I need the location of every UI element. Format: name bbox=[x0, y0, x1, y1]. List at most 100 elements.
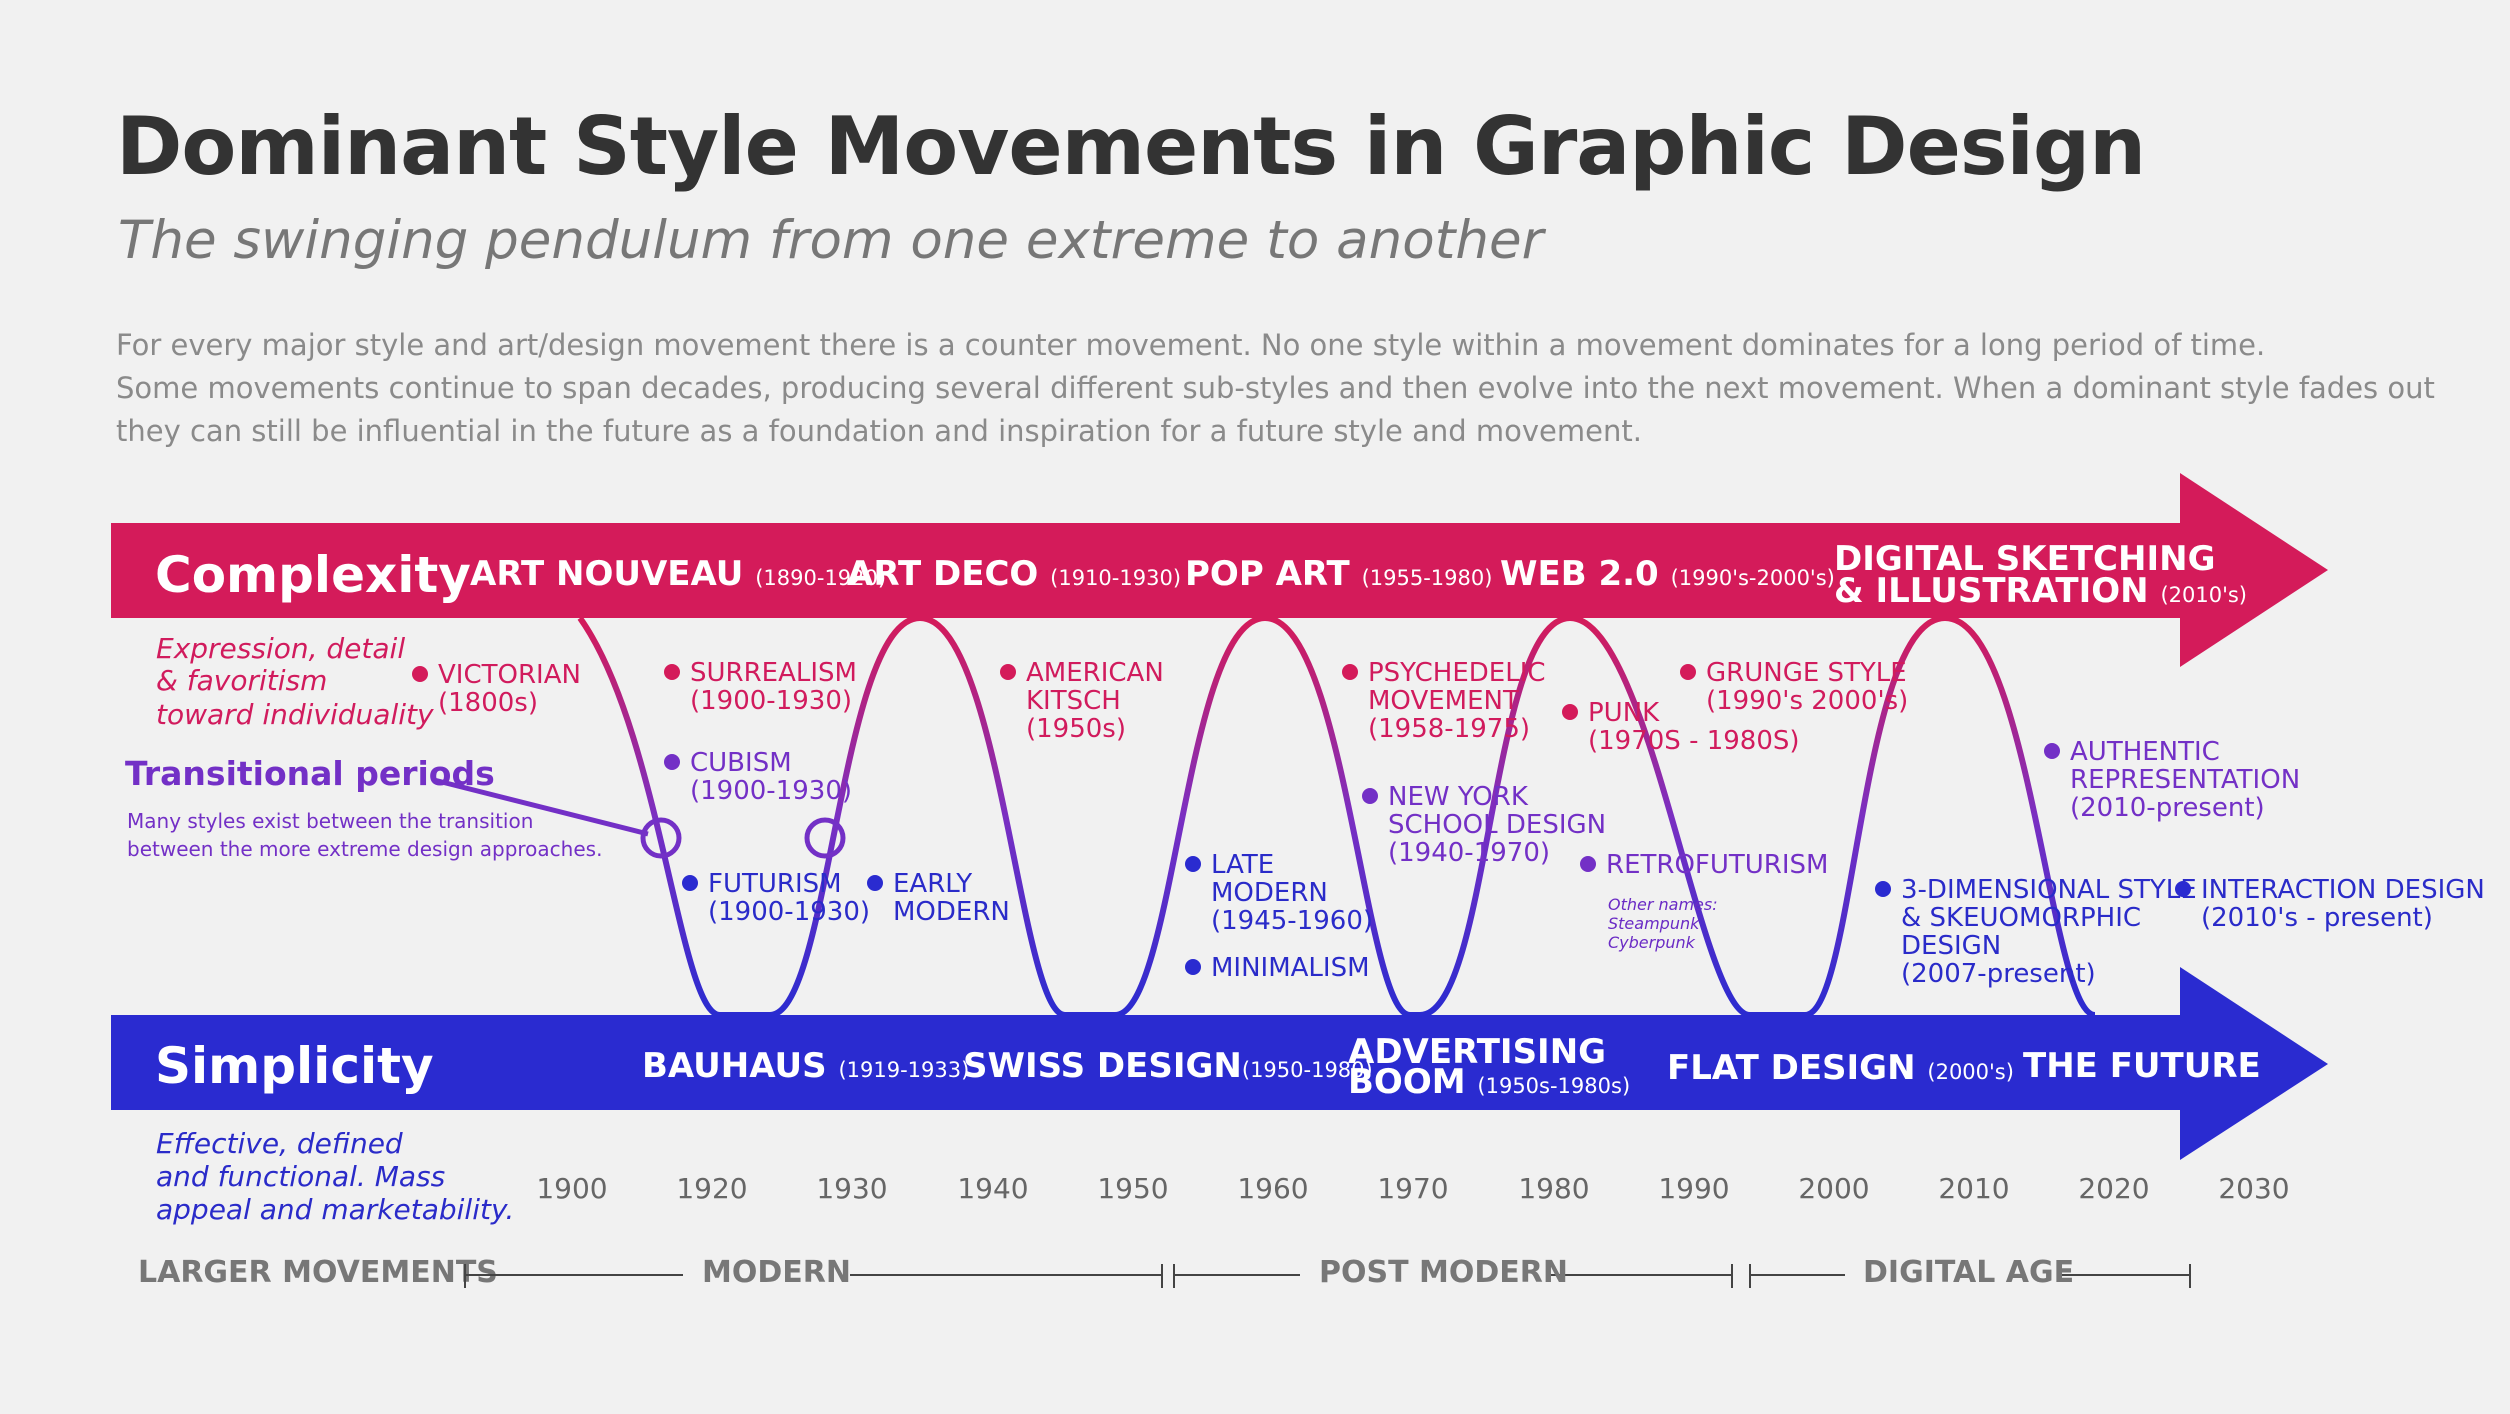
transitional-desc-2: between the more extreme design approach… bbox=[127, 837, 602, 861]
intro-line-2: Some movements continue to span decades,… bbox=[116, 371, 2435, 405]
complexity-arrow bbox=[111, 473, 2328, 667]
style-point-label: PUNK bbox=[1588, 698, 1660, 728]
style-point-label: (2010-present) bbox=[2070, 793, 2265, 823]
timeline-year-1990: 1990 bbox=[1658, 1172, 1729, 1205]
style-point-futurism: FUTURISM(1900-1930) bbox=[682, 869, 870, 927]
style-point-label: (1945-1960) bbox=[1211, 906, 1373, 936]
era-modern: MODERN bbox=[702, 1255, 851, 1290]
movement-digital-sketching-line2: & ILLUSTRATION (2010's) bbox=[1834, 571, 2247, 611]
timeline-year-2020: 2020 bbox=[2078, 1172, 2149, 1205]
svg-text:appeal and marketability.: appeal and marketability. bbox=[156, 1193, 514, 1226]
simplicity-label: Simplicity bbox=[155, 1037, 434, 1095]
style-point-minimalism: MINIMALISM bbox=[1185, 953, 1370, 983]
svg-text:toward individuality: toward individuality bbox=[156, 698, 434, 731]
transitional-label: Transitional periods bbox=[125, 754, 495, 793]
style-point-dot bbox=[2175, 881, 2191, 897]
svg-text:Cyberpunk: Cyberpunk bbox=[1608, 933, 1696, 952]
style-point-label: INTERACTION DESIGN bbox=[2201, 875, 2485, 905]
era-post-modern: POST MODERN bbox=[1319, 1255, 1568, 1290]
style-points: VICTORIAN(1800s) SURREALISM(1900-1930) CUB… bbox=[412, 658, 2485, 989]
style-point-dot bbox=[412, 666, 428, 682]
style-point-label: (1950s) bbox=[1026, 714, 1126, 744]
svg-text:and functional. Mass: and functional. Mass bbox=[156, 1160, 445, 1193]
style-point-label: (1990's 2000's) bbox=[1706, 686, 1908, 716]
style-point-label: LATE bbox=[1211, 850, 1274, 880]
retrofuturism-other-names: Other names: Steampunk Cyberpunk bbox=[1608, 895, 1718, 952]
style-point-label: (1970S - 1980S) bbox=[1588, 726, 1800, 756]
style-point-label: (2010's - present) bbox=[2201, 903, 2433, 933]
style-point-label: & SKEUOMORPHIC bbox=[1901, 903, 2141, 933]
style-point-label: NEW YORK bbox=[1388, 782, 1529, 812]
svg-text:Expression, detail: Expression, detail bbox=[156, 632, 405, 665]
style-point-label: CUBISM bbox=[690, 748, 792, 778]
style-point-label: (1958-1975) bbox=[1368, 714, 1530, 744]
timeline-year-1970: 1970 bbox=[1377, 1172, 1448, 1205]
style-point-label: GRUNGE STYLE bbox=[1706, 658, 1907, 688]
svg-text:Steampunk: Steampunk bbox=[1608, 914, 1700, 933]
movement-art-deco: ART DECO (1910-1930) bbox=[847, 554, 1181, 594]
style-point-dot bbox=[1580, 856, 1596, 872]
style-point-dot bbox=[1185, 856, 1201, 872]
timeline-year-1920: 1920 bbox=[676, 1172, 747, 1205]
larger-movements-label: LARGER MOVEMENTS bbox=[138, 1255, 498, 1290]
transitional-pointer-line bbox=[433, 777, 649, 837]
style-point-label: AMERICAN bbox=[1026, 658, 1164, 688]
style-point-label: MINIMALISM bbox=[1211, 953, 1370, 983]
timeline-year-1940: 1940 bbox=[957, 1172, 1028, 1205]
style-point-dot bbox=[2044, 743, 2060, 759]
style-point-label: SCHOOL DESIGN bbox=[1388, 810, 1606, 840]
svg-text:Other names:: Other names: bbox=[1608, 895, 1718, 914]
style-point-label: (1900-1930) bbox=[690, 686, 852, 716]
movement-web-2: WEB 2.0 (1990's-2000's) bbox=[1500, 554, 1835, 594]
style-point-label: MODERN bbox=[1211, 878, 1328, 908]
style-point-surrealism: SURREALISM(1900-1930) bbox=[664, 658, 857, 716]
era-digital-age: DIGITAL AGE bbox=[1863, 1255, 2074, 1290]
style-point-dot bbox=[664, 754, 680, 770]
svg-text:& favoritism: & favoritism bbox=[156, 664, 327, 697]
style-point-3-dimensional-style: 3-DIMENSIONAL STYLE& SKEUOMORPHICDESIGN(… bbox=[1875, 875, 2197, 989]
style-point-dot bbox=[1000, 664, 1016, 680]
movement-bauhaus: BAUHAUS (1919-1933) bbox=[642, 1046, 969, 1086]
style-point-label: VICTORIAN bbox=[438, 660, 581, 690]
style-point-dot bbox=[664, 664, 680, 680]
page-title: Dominant Style Movements in Graphic Desi… bbox=[116, 100, 2146, 193]
style-point-label: (1800s) bbox=[438, 688, 538, 718]
transitional-desc-1: Many styles exist between the transition bbox=[127, 809, 533, 833]
style-point-label: FUTURISM bbox=[708, 869, 842, 899]
style-point-label: KITSCH bbox=[1026, 686, 1121, 716]
style-point-label: 3-DIMENSIONAL STYLE bbox=[1901, 875, 2197, 905]
intro-line-3: they can still be influential in the fut… bbox=[116, 414, 1642, 448]
style-point-retrofuturism: RETROFUTURISM bbox=[1580, 850, 1828, 880]
style-point-label: MOVEMENT bbox=[1368, 686, 1519, 716]
style-point-label: (1900-1930) bbox=[708, 897, 870, 927]
movement-swiss-design: SWISS DESIGN(1950-1980) bbox=[963, 1046, 1373, 1086]
movement-art-nouveau: ART NOUVEAU (1890-1920) bbox=[470, 554, 886, 594]
timeline-axis: 1900 1920 1930 1940 1950 1960 1970 1980 1990 2000… bbox=[536, 1172, 2289, 1205]
style-point-label: (1900-1930) bbox=[690, 776, 852, 806]
complexity-label: Complexity bbox=[155, 546, 471, 604]
movement-digital-sketching: DIGITAL SKETCHING bbox=[1834, 539, 2215, 579]
simplicity-description: Effective, defined and functional. Mass … bbox=[156, 1127, 514, 1226]
timeline-year-1900: 1900 bbox=[536, 1172, 607, 1205]
complexity-description: Expression, detail & favoritism toward i… bbox=[156, 632, 434, 731]
style-point-dot bbox=[1875, 881, 1891, 897]
timeline-year-2000: 2000 bbox=[1798, 1172, 1869, 1205]
style-point-punk: PUNK(1970S - 1980S) bbox=[1562, 698, 1800, 756]
style-point-dot bbox=[1342, 664, 1358, 680]
page-subtitle: The swinging pendulum from one extreme t… bbox=[118, 210, 1544, 271]
transitional-circle-2 bbox=[804, 817, 846, 859]
timeline-year-1960: 1960 bbox=[1237, 1172, 1308, 1205]
style-point-interaction-design: INTERACTION DESIGN(2010's - present) bbox=[2175, 875, 2485, 933]
style-point-grunge-style: GRUNGE STYLE(1990's 2000's) bbox=[1680, 658, 1908, 716]
style-point-label: PSYCHEDELIC bbox=[1368, 658, 1546, 688]
timeline-year-1950: 1950 bbox=[1097, 1172, 1168, 1205]
style-point-dot bbox=[1185, 959, 1201, 975]
svg-text:Effective, defined: Effective, defined bbox=[156, 1127, 403, 1160]
timeline-year-2030: 2030 bbox=[2218, 1172, 2289, 1205]
